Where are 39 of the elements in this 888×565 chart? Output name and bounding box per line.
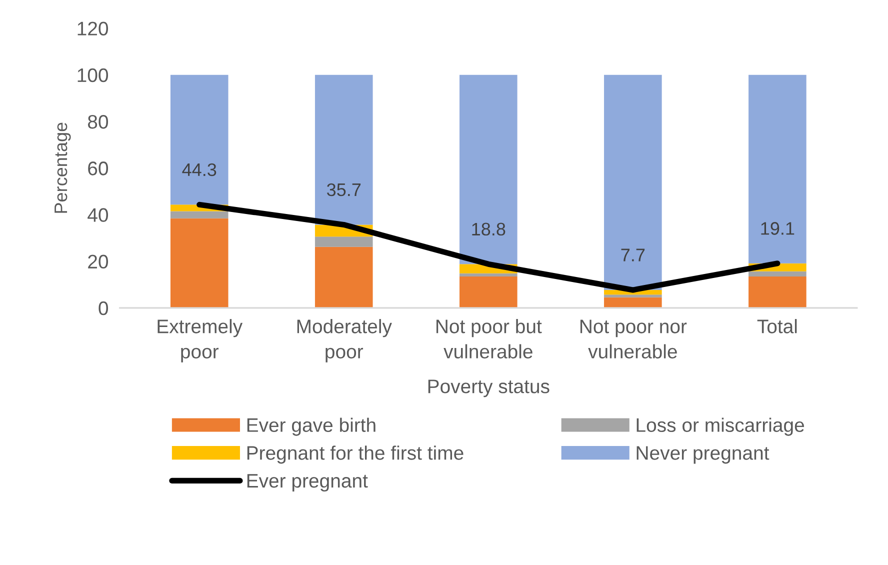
bar [170,74,228,205]
y-tick-label: 20 [88,254,108,269]
x-tick-label: Extremely poor [158,319,243,362]
y-tick-label: 120 [78,22,108,36]
x-tick-label: Not poor nor vulnerable [580,320,687,358]
bar [748,276,806,308]
bar [170,218,228,308]
legend-label: Loss or miscarriage [636,418,804,436]
legend-label: Ever gave birth [247,418,376,436]
y-tick-label: 0 [98,301,108,316]
bar [604,294,662,298]
bar [748,74,806,264]
bar [459,74,518,264]
legend-label: Ever pregnant [247,474,368,492]
bar [170,211,228,218]
bar [459,273,518,276]
y-tick-label: 60 [88,162,108,176]
data-label: 19.1 [761,222,794,235]
x-tick-label: Moderately poor [297,319,392,362]
y-tick-label: 40 [88,208,108,222]
x-tick-label: Total [757,319,797,334]
bar [459,276,518,308]
legend-label: Pregnant for the first time [247,446,464,464]
data-label: 44.3 [182,163,216,176]
bar [314,236,373,247]
legend-label: Never pregnant [636,446,770,464]
bar [314,74,373,225]
bar [604,74,662,290]
y-tick-label: 100 [78,68,108,82]
x-axis-title: Poverty status [428,380,550,398]
y-axis-title: Percentage [54,122,71,213]
data-label: 18.8 [472,222,506,236]
bar [604,297,662,308]
bar [314,246,373,308]
data-label: 35.7 [327,183,361,196]
x-tick-label: Not poor but vulnerable [436,319,542,358]
bar [748,271,806,276]
y-tick-label: 80 [88,114,108,129]
data-label: 7.7 [621,248,645,262]
